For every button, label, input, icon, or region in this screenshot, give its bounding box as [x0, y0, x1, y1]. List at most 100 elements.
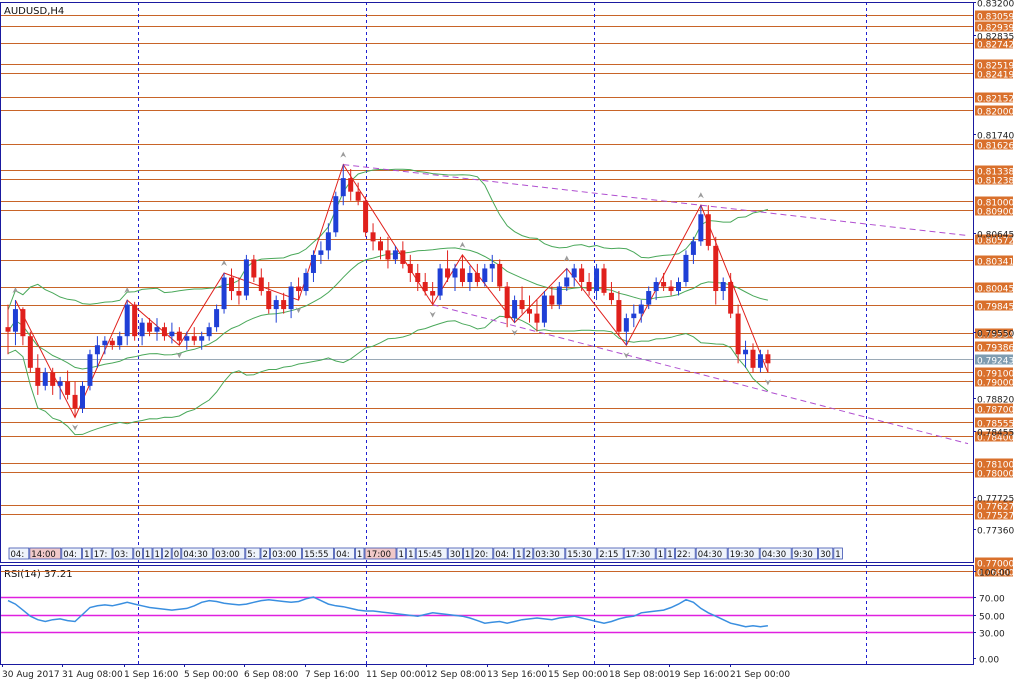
- level-label: 0.83059: [977, 13, 1014, 23]
- candle-body: [80, 385, 85, 409]
- candle-body: [392, 250, 398, 260]
- level-label-bg: [975, 174, 1013, 185]
- time-tag-label: 14:00: [31, 550, 56, 560]
- x-axis-label: 7 Sep 16:00: [305, 670, 360, 680]
- candle-body: [407, 263, 413, 273]
- candle-body: [35, 367, 41, 386]
- fractal-down-arrow: [429, 311, 436, 318]
- candle: [214, 304, 220, 332]
- candle-body: [623, 318, 629, 332]
- candle-body: [653, 282, 659, 292]
- candle-body: [176, 331, 182, 341]
- candle-body: [288, 286, 294, 310]
- candle-body: [340, 178, 346, 197]
- level-label-bg: [975, 467, 1013, 478]
- candle-body: [184, 336, 190, 341]
- candle: [243, 254, 249, 301]
- candle-body: [594, 268, 600, 292]
- time-tag: [171, 547, 182, 560]
- candle: [534, 300, 540, 332]
- candle: [400, 241, 406, 269]
- fractal-down-arrow: [623, 352, 630, 359]
- candle-body: [191, 336, 197, 341]
- time-tag-label: 22:: [677, 550, 691, 560]
- time-tag-label: 1: [399, 550, 404, 560]
- candle-body: [251, 259, 257, 278]
- candle-body: [415, 272, 421, 282]
- current-price-label: 0.79243: [977, 357, 1014, 367]
- candle: [601, 263, 607, 296]
- candle-body: [229, 277, 234, 292]
- time-tag: [675, 547, 696, 560]
- vgrid-layer: [138, 2, 867, 664]
- candle: [646, 286, 652, 310]
- time-tag: [181, 547, 214, 560]
- time-tag-label: 1: [408, 550, 413, 560]
- time-tag-label: 04:: [63, 550, 77, 560]
- level-label: 0.78100: [977, 461, 1014, 471]
- time-tag-label: 04:30: [762, 550, 787, 560]
- time-tag: [695, 547, 728, 560]
- candle: [519, 286, 525, 314]
- time-tag: [29, 547, 62, 560]
- candle: [661, 272, 667, 292]
- candle: [407, 254, 413, 282]
- candle-body: [333, 196, 339, 233]
- level-label-bg: [975, 566, 1013, 577]
- candle: [571, 263, 577, 287]
- candle: [422, 272, 428, 296]
- time-tag-label: 17:00: [367, 550, 392, 560]
- candle: [87, 349, 93, 391]
- candle-body: [20, 309, 26, 337]
- candle-body: [27, 336, 33, 368]
- candle: [713, 236, 719, 305]
- candle: [467, 265, 473, 292]
- level-label-bg: [975, 300, 1013, 311]
- time-tag-label: 30: [450, 550, 461, 560]
- candle: [497, 259, 503, 292]
- candle-body: [400, 250, 406, 264]
- time-tag-label: 1: [516, 550, 521, 560]
- time-tag: [447, 547, 463, 560]
- candle: [370, 223, 376, 251]
- time-tag: [334, 547, 355, 560]
- time-tag: [260, 547, 271, 560]
- candle-body: [214, 309, 220, 328]
- candle: [437, 263, 443, 301]
- level-label-bg: [975, 376, 1013, 387]
- arrows-layer: [12, 151, 771, 431]
- x-axis-label: 5 Sep 00:00: [184, 670, 239, 680]
- level-label-bg: [975, 328, 1013, 339]
- price-tick-label: 0.78455: [977, 429, 1014, 439]
- candle-body: [571, 268, 577, 278]
- time-tag-label: 0: [174, 550, 179, 560]
- x-axis-label: 19 Sep 16:00: [669, 670, 729, 680]
- candle-body: [5, 327, 11, 332]
- candle: [698, 205, 704, 246]
- time-tag: [364, 547, 397, 560]
- level-label: 0.77627: [977, 503, 1014, 513]
- time-tag: [514, 547, 524, 560]
- rsi-layer: [0, 596, 973, 634]
- level-label: 0.80045: [977, 285, 1014, 295]
- candle-body: [601, 268, 607, 293]
- fractal-up-arrow: [124, 287, 131, 294]
- candle-body: [467, 272, 473, 282]
- candle: [504, 282, 510, 328]
- candle: [586, 272, 592, 296]
- level-label: 0.82419: [977, 71, 1014, 81]
- candle: [690, 236, 696, 264]
- candle-body: [556, 286, 562, 305]
- candle-body: [720, 282, 726, 292]
- candle: [117, 331, 123, 350]
- candle: [184, 331, 190, 350]
- chart-title: AUDUSD,H4: [4, 6, 64, 17]
- candle-body: [608, 292, 614, 301]
- time-tag-label: 15:55: [304, 550, 329, 560]
- candle-body: [579, 268, 585, 282]
- level-label-bg: [975, 234, 1013, 245]
- level-label-bg: [975, 59, 1013, 70]
- x-axis-label: 13 Sep 16:00: [487, 670, 547, 680]
- price-tick-label: 0.77725: [977, 495, 1014, 505]
- candle: [348, 169, 354, 201]
